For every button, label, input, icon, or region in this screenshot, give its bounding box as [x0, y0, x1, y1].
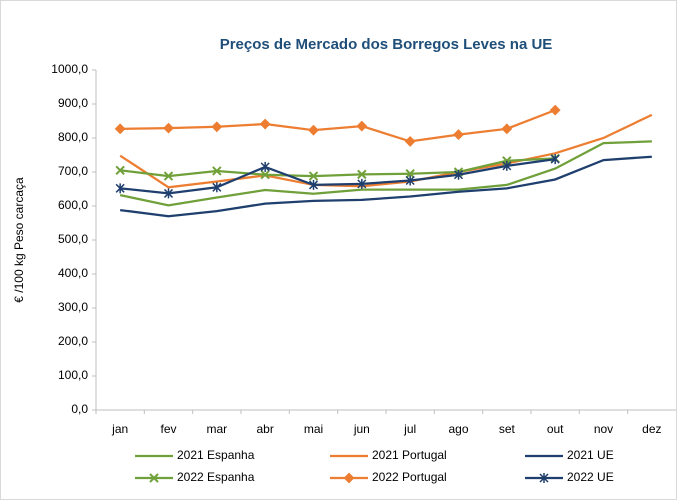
x-tick-label: jun — [353, 422, 370, 436]
series-line — [119, 140, 652, 207]
y-tick-label: 400,0 — [58, 266, 88, 280]
x-tick-label: abr — [256, 422, 273, 436]
series-line — [119, 113, 653, 189]
y-tick-label: 800,0 — [58, 130, 88, 144]
x-tick-label: dez — [642, 422, 661, 436]
x-tick-label: ago — [448, 422, 468, 436]
chart-title: Preços de Mercado dos Borregos Leves na … — [220, 36, 553, 53]
y-tick-label: 300,0 — [58, 300, 88, 314]
marker — [453, 129, 464, 141]
x-tick-label: fev — [160, 422, 176, 436]
legend-label: 2022 Portugal — [372, 470, 447, 484]
marker — [212, 166, 222, 176]
x-tick-label: nov — [594, 422, 613, 436]
marker — [502, 160, 512, 171]
x-tick-label: jan — [111, 422, 128, 436]
marker — [149, 473, 159, 483]
marker — [356, 120, 368, 132]
series-line — [120, 155, 652, 218]
x-tick-label: out — [547, 422, 564, 436]
marker — [163, 171, 174, 181]
marker — [501, 123, 513, 135]
marker — [260, 161, 270, 172]
marker — [259, 118, 271, 130]
legend-label: 2021 Portugal — [372, 448, 447, 462]
marker — [550, 154, 560, 165]
marker — [539, 473, 549, 483]
marker — [115, 165, 125, 176]
series-line — [120, 109, 556, 143]
x-tick-label: set — [499, 422, 516, 436]
marker — [357, 178, 367, 189]
marker — [308, 179, 319, 190]
y-tick-label: 600,0 — [58, 198, 88, 212]
marker — [308, 171, 319, 181]
marker — [308, 124, 319, 136]
legend-label: 2022 Espanha — [177, 470, 255, 484]
legend-label: 2021 Espanha — [177, 448, 255, 462]
y-tick-label: 1000,0 — [51, 62, 88, 76]
marker — [453, 169, 464, 180]
x-tick-label: mar — [206, 422, 227, 436]
marker — [211, 121, 223, 133]
marker — [405, 175, 415, 186]
legend-label: 2021 UE — [567, 448, 614, 462]
marker — [549, 104, 561, 116]
series-line — [120, 157, 556, 195]
y-tick-label: 700,0 — [58, 164, 88, 178]
y-tick-label: 200,0 — [58, 334, 88, 348]
y-tick-label: 900,0 — [58, 96, 88, 110]
marker — [212, 182, 222, 193]
marker — [357, 169, 367, 180]
legend-label: 2022 UE — [567, 470, 614, 484]
y-tick-label: 0,0 — [71, 402, 88, 416]
marker — [343, 472, 355, 484]
y-tick-label: 500,0 — [58, 232, 88, 246]
y-axis-label: € /100 kg Peso carcaça — [12, 177, 26, 303]
marker — [260, 170, 270, 180]
series-line — [120, 157, 556, 178]
marker — [163, 188, 174, 199]
x-tick-label: mai — [304, 422, 323, 436]
marker — [114, 123, 126, 135]
x-tick-label: jul — [403, 422, 416, 436]
marker — [163, 122, 174, 134]
marker — [115, 183, 125, 194]
marker — [405, 168, 415, 179]
y-tick-label: 100,0 — [58, 368, 88, 382]
marker — [404, 135, 416, 147]
